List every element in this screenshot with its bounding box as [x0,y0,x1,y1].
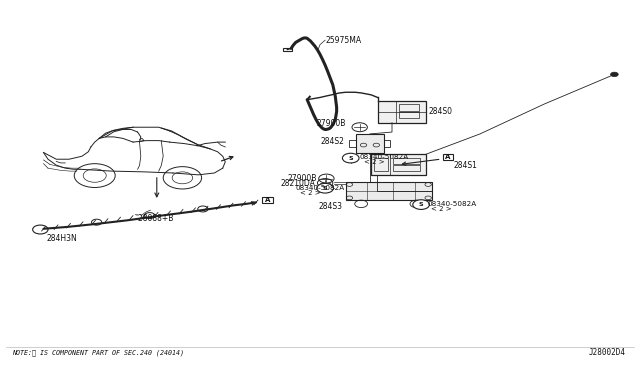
Text: 284S0: 284S0 [429,108,453,116]
Text: 25975MA: 25975MA [325,36,361,45]
Bar [371,154,426,175]
Text: 284S1: 284S1 [454,161,477,170]
Text: 284H3N: 284H3N [46,234,77,243]
Bar [262,197,273,203]
Text: NOTE:※ IS COMPONENT PART OF SEC.240 (24014): NOTE:※ IS COMPONENT PART OF SEC.240 (240… [12,349,184,356]
Text: 27900B: 27900B [316,119,346,128]
Circle shape [611,72,618,77]
Text: S: S [419,202,424,207]
Text: S: S [323,186,328,191]
Text: < 2 >: < 2 > [364,159,384,165]
Text: < 2 >: < 2 > [300,190,320,196]
Circle shape [92,219,102,225]
Text: 27900B: 27900B [287,174,317,183]
Circle shape [198,206,208,212]
Circle shape [413,200,429,209]
Bar [374,158,388,171]
Text: A: A [445,154,451,160]
Bar [283,48,292,51]
Text: < 2 >: < 2 > [431,206,452,212]
Bar [378,101,426,123]
Bar [384,140,390,147]
Bar [356,134,384,153]
Circle shape [342,153,359,163]
Bar [443,154,453,160]
Text: 284S3: 284S3 [319,202,342,211]
Bar [393,158,420,164]
Text: 08340-5082A: 08340-5082A [296,185,345,191]
Text: ‷28088+B: ‷28088+B [134,214,174,223]
Text: S: S [348,155,353,161]
Text: J28002D4: J28002D4 [589,348,626,357]
Circle shape [317,183,333,193]
Bar [399,105,419,111]
Circle shape [145,213,155,219]
Text: A: A [265,197,270,203]
Bar [399,112,419,118]
Text: 284S2: 284S2 [321,137,344,146]
Text: 08340-5082A: 08340-5082A [360,154,409,160]
Text: 28210DA: 28210DA [281,179,316,187]
Text: 08340-5082A: 08340-5082A [428,201,477,207]
Bar [393,165,420,171]
Bar [346,182,432,200]
Bar [349,140,356,147]
